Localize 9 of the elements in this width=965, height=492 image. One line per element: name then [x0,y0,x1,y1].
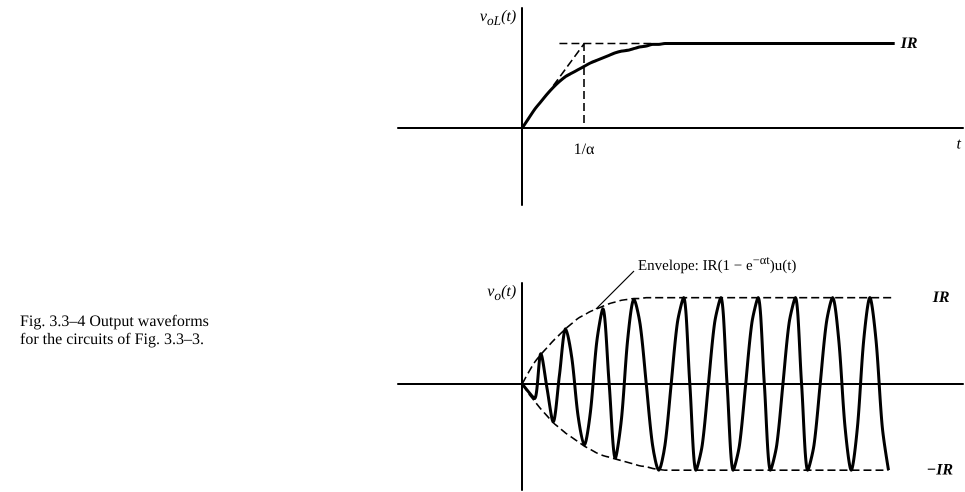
text: Envelope: IR(1 − e$^{−αt}$)u(t) [638,253,796,275]
x-axis-title: t [956,136,962,153]
text: −IR [926,462,954,479]
y-axis-title: v$_{oL}$(t) [480,6,516,30]
series-label: IR [900,35,918,52]
text: 1/α [574,140,594,160]
text: IR [932,289,950,306]
caption: Fig. 3.3–4 Output waveforms for the circuits of Fig. 3.3–3. [20,313,210,350]
y-axis-title: v$_{o}$(t) [487,282,516,304]
